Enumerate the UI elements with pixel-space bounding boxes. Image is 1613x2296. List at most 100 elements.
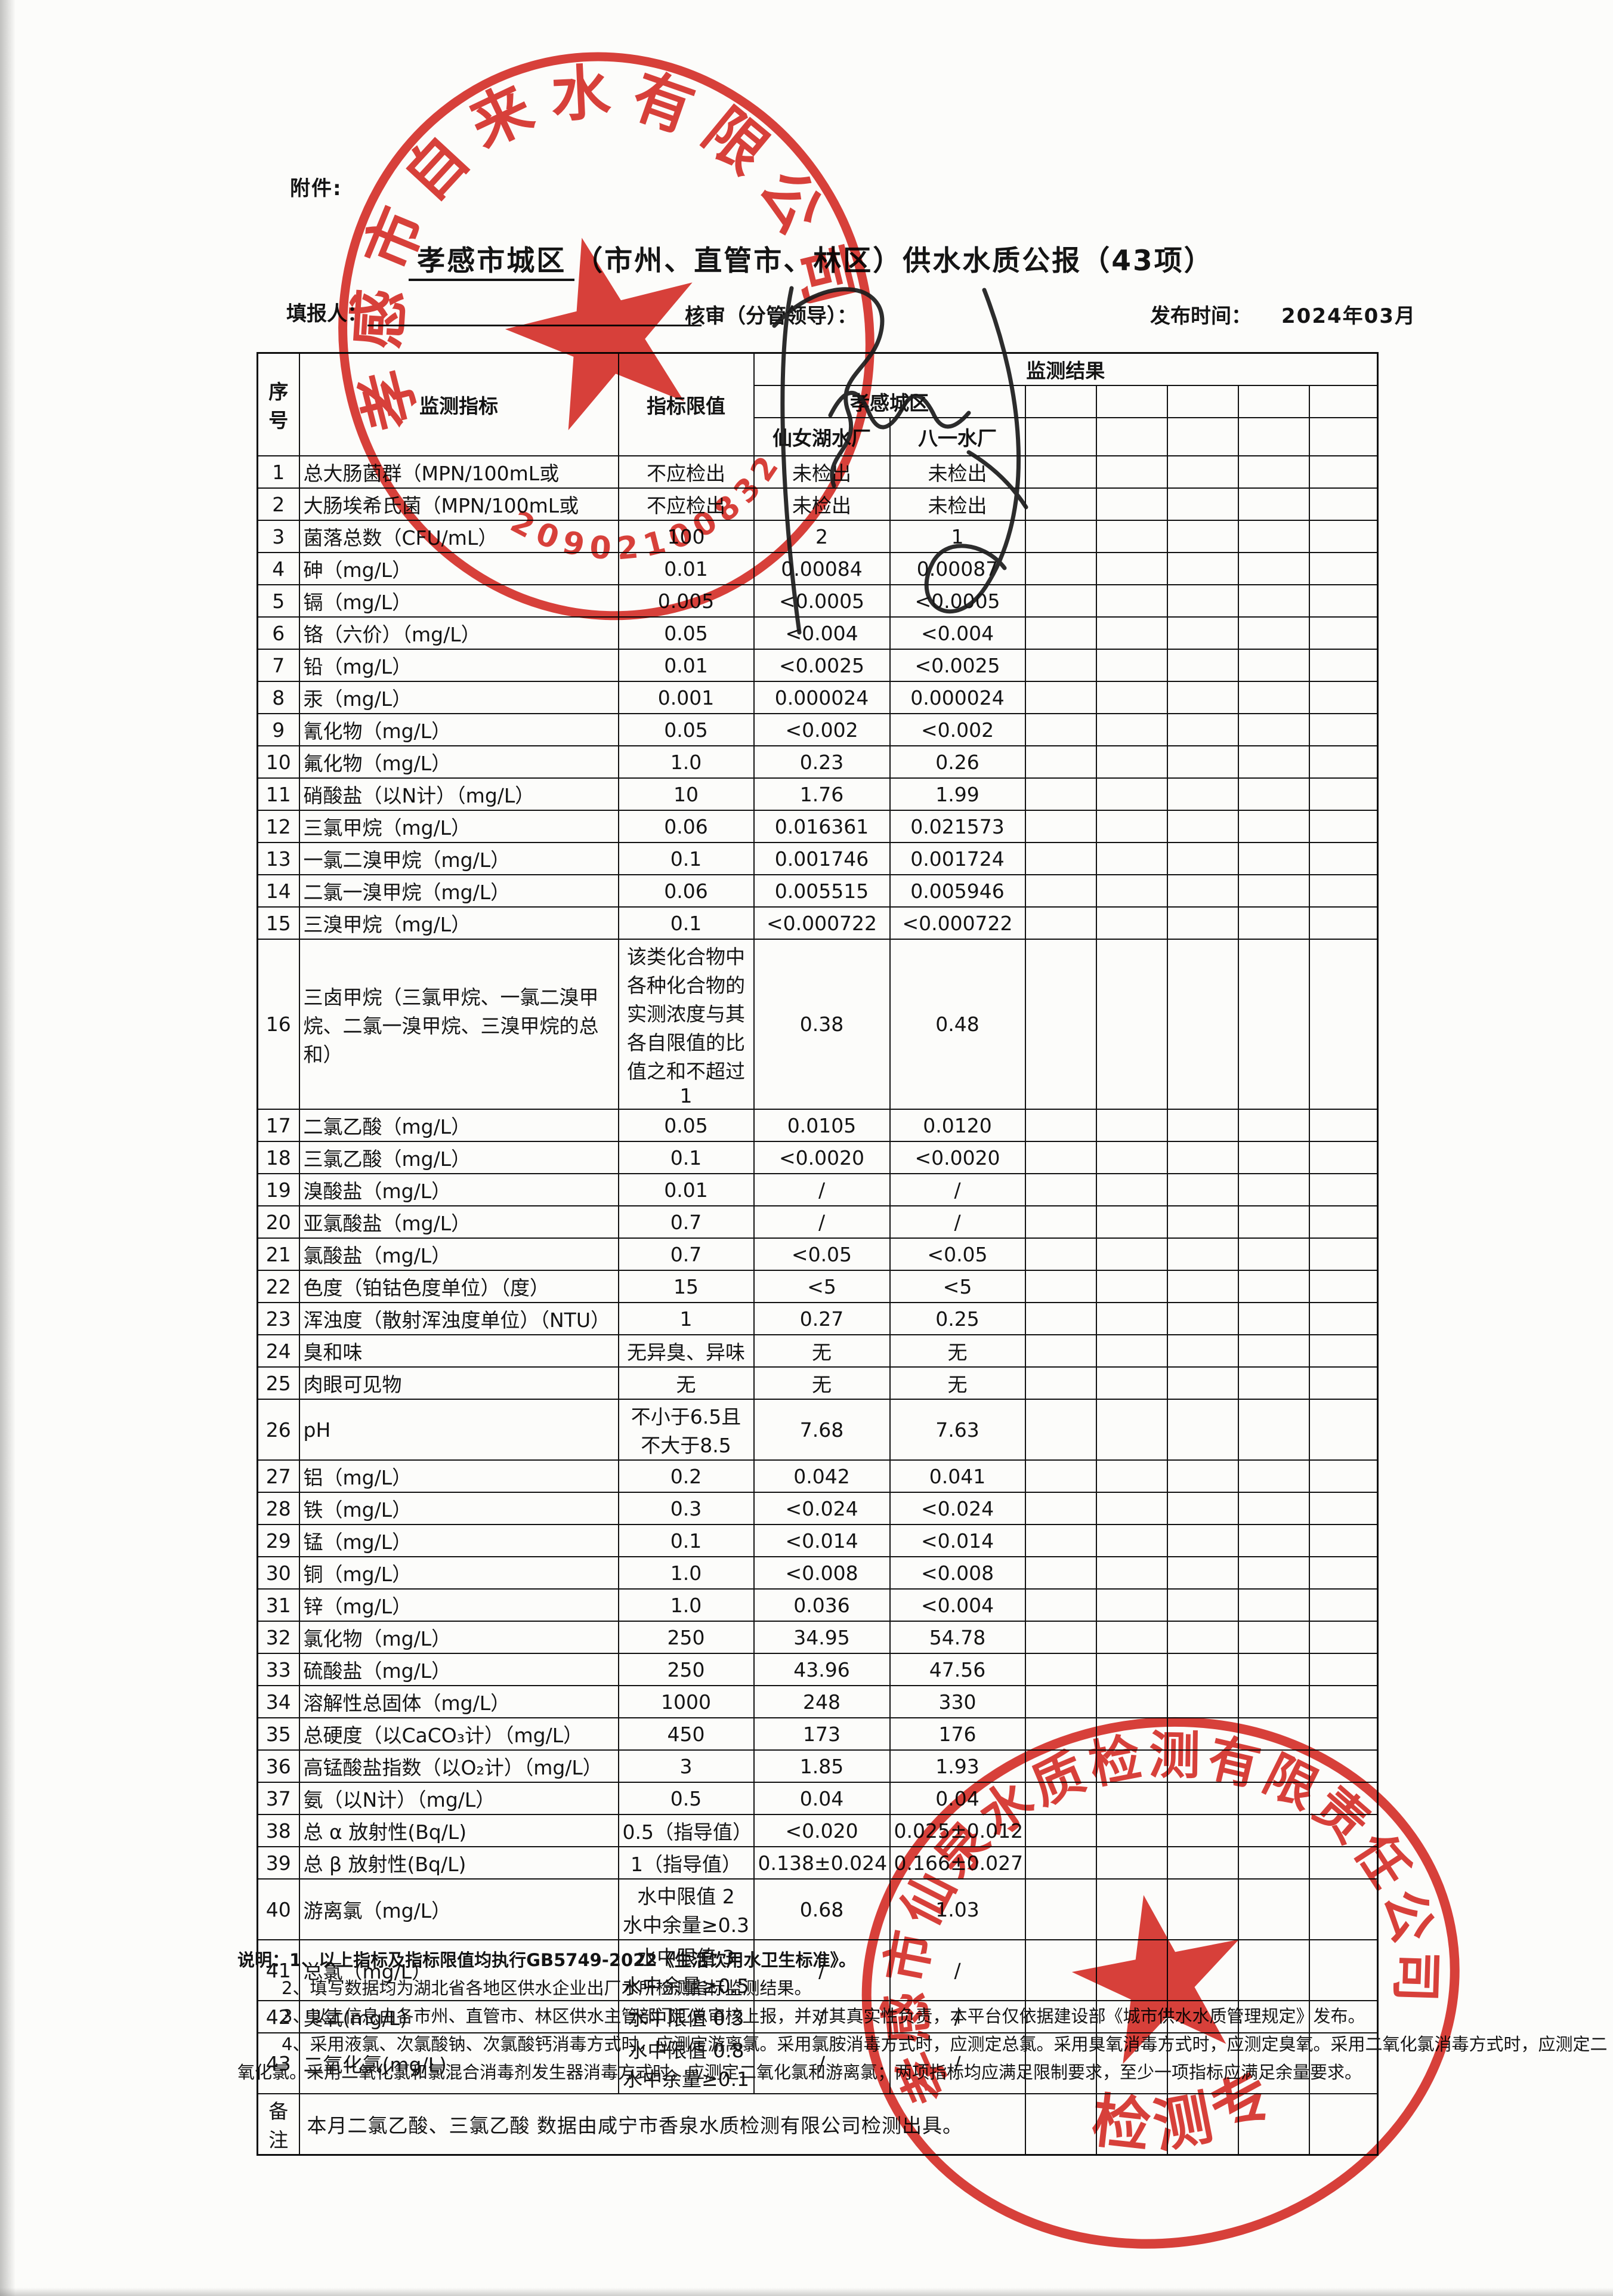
empty-cell: [1095, 1109, 1168, 1142]
value-cell-plant2: 0.041: [889, 1459, 1026, 1493]
empty-cell: [1024, 1492, 1097, 1525]
empty-cell: [1024, 1334, 1097, 1368]
value-cell-plant1: <0.020: [753, 1814, 891, 1847]
empty-cell: [1237, 1366, 1310, 1400]
empty-cell: [1024, 1556, 1097, 1590]
limit-cell: 0.05: [617, 713, 755, 746]
value-cell-plant2: <0.002: [889, 713, 1026, 746]
empty-cell: [1308, 1814, 1379, 1847]
limit-cell: 1.0: [617, 1588, 755, 1622]
limit-cell: 0.005: [617, 584, 755, 618]
indicator-cell: 二氧化氯(mg/L): [298, 2032, 619, 2094]
empty-cell: [1095, 939, 1168, 1110]
empty-cell: [1166, 520, 1239, 553]
empty-cell: [1024, 1653, 1097, 1686]
value-cell-plant1: /: [753, 1173, 891, 1206]
limit-cell: 0.001: [617, 681, 755, 714]
seq-cell: 39: [257, 1846, 300, 1880]
limit-cell: 0.1: [617, 842, 755, 875]
empty-cell: [1308, 1749, 1379, 1783]
empty-cell: [1308, 584, 1379, 618]
empty-cell: [1237, 1782, 1310, 1815]
header-result: 监测结果: [753, 352, 1379, 386]
empty-cell: [1095, 584, 1168, 618]
empty-cell: [1095, 1653, 1168, 1686]
empty-cell: [1308, 649, 1379, 682]
empty-cell: [1095, 1524, 1168, 1557]
empty-cell: [1166, 1717, 1239, 1751]
empty-cell: [1308, 1399, 1379, 1461]
value-cell-plant1: <0.000722: [753, 906, 891, 940]
empty-cell: [1308, 1238, 1379, 1271]
empty-cell: [1237, 455, 1310, 489]
table-row: 38 总 α 放射性(Bq/L) 0.5（指导值） <0.020 0.025±0.012: [257, 1814, 1379, 1847]
empty-cell: [1095, 1588, 1168, 1622]
table-row: 35 总硬度（以CaCO₃计）（mg/L） 450 173 176: [257, 1717, 1379, 1751]
empty-cell: [1166, 713, 1239, 746]
seq-cell: 22: [257, 1270, 300, 1303]
seq-cell: 21: [257, 1238, 300, 1271]
empty-cell: [1237, 1399, 1310, 1461]
empty-cell: [1308, 1621, 1379, 1654]
value-cell-plant1: 0.68: [753, 1878, 891, 1940]
empty-header-cell: [1237, 417, 1310, 456]
empty-cell: [1095, 1399, 1168, 1461]
table-row: 13 一氯二溴甲烷（mg/L） 0.1 0.001746 0.001724: [257, 842, 1379, 875]
indicator-cell: 锰（mg/L）: [298, 1524, 619, 1557]
header-seq: 序号: [257, 352, 300, 456]
title-rest: （市州、直管市、林区）供水水质公报（43项）: [574, 245, 1214, 277]
empty-cell: [1024, 1749, 1097, 1783]
empty-cell: [1237, 649, 1310, 682]
empty-cell: [1237, 1878, 1310, 1940]
table-row: 16 三卤甲烷（三氯甲烷、一氯二溴甲烷、二氯一溴甲烷、三溴甲烷的总和） 该类化合物中…: [257, 939, 1379, 1110]
empty-cell: [1237, 1653, 1310, 1686]
indicator-cell: 高锰酸盐指数（以O₂计）（mg/L）: [298, 1749, 619, 1783]
empty-cell: [1095, 649, 1168, 682]
empty-cell: [1308, 1685, 1379, 1718]
publish-time-label: 发布时间：: [1150, 304, 1252, 328]
empty-cell: [1166, 1878, 1239, 1940]
empty-cell: [1024, 1173, 1097, 1206]
table-row: 30 铜（mg/L） 1.0 <0.008 <0.008: [257, 1556, 1379, 1590]
table-row: 18 三氯乙酸（mg/L） 0.1 <0.0020 <0.0020: [257, 1141, 1379, 1174]
empty-header-cell: [1308, 417, 1379, 456]
empty-cell: [1308, 1270, 1379, 1303]
seq-cell: 16: [257, 939, 300, 1110]
empty-cell: [1095, 520, 1168, 553]
empty-cell: [1024, 1366, 1097, 1400]
empty-cell: [1237, 1334, 1310, 1368]
value-cell-plant2: 0.00087: [889, 552, 1026, 585]
empty-cell: [1166, 874, 1239, 908]
value-cell-plant1: 1.85: [753, 1749, 891, 1783]
value-cell-plant1: <0.0025: [753, 649, 891, 682]
seq-cell: 34: [257, 1685, 300, 1718]
table-row: 20 亚氯酸盐（mg/L） 0.7//: [257, 1205, 1379, 1239]
seq-cell: 9: [257, 713, 300, 746]
remark-text: 本月二氯乙酸、三氯乙酸 数据由咸宁市香泉水质检测有限公司检测出具。: [298, 2093, 1026, 2156]
empty-cell: [1024, 713, 1097, 746]
table-row: 15 三溴甲烷（mg/L） 0.1 <0.000722 <0.000722: [257, 906, 1379, 940]
empty-cell: [1024, 1621, 1097, 1654]
empty-cell: [1166, 649, 1239, 682]
seq-cell: 32: [257, 1621, 300, 1654]
seq-cell: 14: [257, 874, 300, 908]
indicator-cell: 三卤甲烷（三氯甲烷、一氯二溴甲烷、二氯一溴甲烷、三溴甲烷的总和）: [298, 939, 619, 1110]
table-row: 2 大肠埃希氏菌（MPN/100mL或 不应检出 未检出 未检出: [257, 487, 1379, 521]
empty-cell: [1166, 1846, 1239, 1880]
empty-cell: [1024, 1399, 1097, 1461]
empty-cell: [1166, 777, 1239, 811]
empty-cell: [1237, 745, 1310, 779]
empty-cell: [1095, 1846, 1168, 1880]
empty-cell: [1308, 552, 1379, 585]
title-filled-blank: 孝感市城区: [409, 245, 575, 281]
empty-cell: [1166, 552, 1239, 585]
indicator-cell: 总硬度（以CaCO₃计）（mg/L）: [298, 1717, 619, 1751]
empty-cell: [1237, 1524, 1310, 1557]
value-cell-plant2: <0.000722: [889, 906, 1026, 940]
empty-cell: [1024, 584, 1097, 618]
footnote-line: 2、填写数据均为湖北省各地区供水企业出厂水所检测指标监测结果。: [282, 1978, 812, 1998]
value-cell-plant1: 0.036: [753, 1588, 891, 1622]
empty-cell: [1237, 1588, 1310, 1622]
limit-cell: 450: [617, 1717, 755, 1751]
